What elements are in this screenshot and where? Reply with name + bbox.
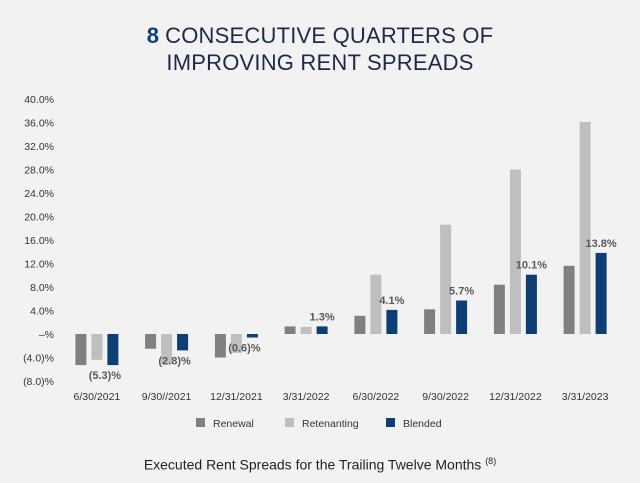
bar-retenanting: [440, 224, 452, 334]
bar-renewal: [214, 334, 226, 358]
data-label: 10.1%: [516, 260, 547, 272]
data-label: (5.3)%: [89, 370, 122, 382]
bar-retenanting: [300, 326, 312, 334]
bar-renewal: [284, 326, 296, 334]
bar-renewal: [145, 334, 157, 349]
bar-retenanting: [509, 169, 521, 334]
data-label: (0.6)%: [228, 343, 261, 355]
x-tick-label: 3/31/2023: [562, 391, 609, 403]
bar-blended: [107, 334, 119, 366]
y-tick-label: –%: [39, 329, 54, 341]
legend-label-retenanting: Retenanting: [302, 418, 359, 430]
x-tick-label: 9/30/2022: [422, 391, 469, 403]
y-tick-label: 8.0%: [30, 282, 54, 294]
legend-swatch-blended: [386, 418, 395, 427]
bar-renewal: [75, 334, 87, 366]
data-label: 13.8%: [585, 238, 616, 250]
title-line-1: 8 CONSECUTIVE QUARTERS OF: [0, 22, 640, 49]
data-label: 5.7%: [449, 286, 474, 298]
bar-blended: [177, 334, 189, 351]
x-tick-label: 12/31/2021: [210, 391, 263, 403]
y-tick-label: 4.0%: [30, 306, 54, 318]
legend-label-renewal: Renewal: [213, 418, 254, 430]
chart-title: 8 CONSECUTIVE QUARTERS OF IMPROVING RENT …: [0, 22, 640, 76]
data-label: 1.3%: [310, 311, 335, 323]
x-tick-label: 6/30/2022: [353, 391, 400, 403]
y-tick-label: (8.0)%: [23, 376, 54, 388]
bar-blended: [456, 300, 468, 334]
bar-renewal: [424, 309, 436, 334]
bar-retenanting: [91, 334, 103, 360]
x-tick-label: 9/30//2021: [142, 391, 192, 403]
title-line-1-text: CONSECUTIVE QUARTERS OF: [165, 23, 494, 48]
y-tick-label: 20.0%: [24, 212, 54, 224]
y-tick-label: 36.0%: [24, 118, 54, 130]
y-tick-label: 40.0%: [24, 94, 54, 106]
title-number: 8: [146, 23, 160, 48]
bar-renewal: [563, 265, 575, 334]
bar-renewal: [493, 284, 505, 334]
y-tick-label: 28.0%: [24, 165, 54, 177]
bar-retenanting: [370, 274, 382, 334]
y-tick-label: 12.0%: [24, 259, 54, 271]
y-tick-label: 16.0%: [24, 235, 54, 247]
x-tick-label: 6/30/2021: [74, 391, 121, 403]
y-tick-label: 32.0%: [24, 141, 54, 153]
bar-blended: [595, 252, 607, 334]
data-label: 4.1%: [379, 295, 404, 307]
title-line-2: IMPROVING RENT SPREADS: [166, 50, 474, 75]
bar-retenanting: [161, 334, 173, 364]
data-label: (2.8)%: [158, 355, 191, 367]
legend-swatch-renewal: [196, 418, 205, 427]
footer-footnote: (8): [485, 456, 497, 466]
bar-blended: [316, 326, 328, 334]
legend-label-blended: Blended: [403, 418, 442, 430]
bar-renewal: [354, 315, 366, 334]
y-tick-label: 24.0%: [24, 188, 54, 200]
bar-blended: [246, 334, 258, 338]
bar-retenanting: [579, 121, 591, 335]
y-tick-label: (4.0)%: [23, 353, 54, 365]
bar-blended: [386, 309, 398, 334]
bar-retenanting: [230, 334, 242, 353]
footer-text: Executed Rent Spreads for the Trailing T…: [143, 456, 482, 473]
x-tick-label: 3/31/2022: [283, 391, 330, 403]
chart-footer: Executed Rent Spreads for the Trailing T…: [0, 456, 640, 473]
x-tick-label: 12/31/2022: [489, 391, 542, 403]
bar-blended: [525, 274, 537, 334]
legend-swatch-retenanting: [285, 418, 294, 427]
